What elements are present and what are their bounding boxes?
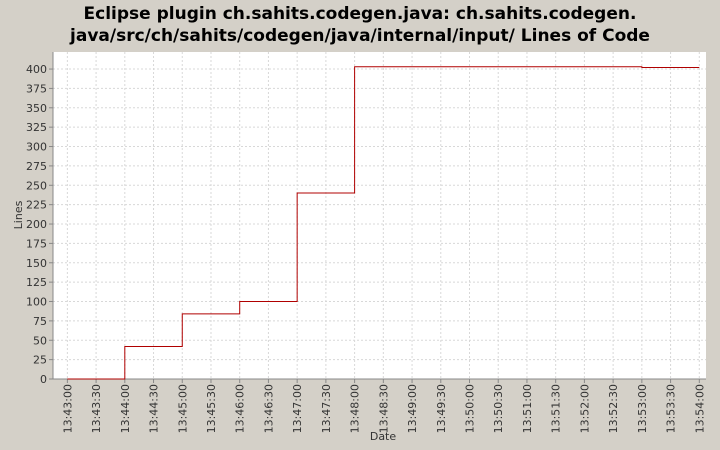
- x-tick-label: 13:46:00: [234, 384, 247, 433]
- y-tick-label: 100: [26, 296, 47, 309]
- y-tick-label: 250: [26, 179, 47, 192]
- x-tick-label: 13:51:00: [521, 384, 534, 433]
- y-tick-label: 50: [33, 334, 47, 347]
- x-tick-label: 13:50:30: [492, 384, 505, 433]
- y-tick-label: 275: [26, 160, 47, 173]
- x-tick-label: 13:44:30: [148, 384, 161, 433]
- x-tick-label: 13:48:00: [349, 384, 362, 433]
- y-tick-label: 400: [26, 63, 47, 76]
- x-tick-label: 13:43:00: [61, 384, 74, 433]
- y-tick-label: 25: [33, 354, 47, 367]
- y-tick-label: 325: [26, 121, 47, 134]
- x-tick-label: 13:53:30: [665, 384, 678, 433]
- x-tick-label: 13:47:30: [320, 384, 333, 433]
- chart-title: Eclipse plugin ch.sahits.codegen.java: c…: [84, 4, 637, 24]
- x-tick-label: 13:47:00: [291, 384, 304, 433]
- x-axis-label: Date: [370, 430, 397, 443]
- x-tick-label: 13:50:00: [464, 384, 477, 433]
- x-tick-label: 13:49:30: [435, 384, 448, 433]
- y-tick-label: 0: [40, 373, 47, 386]
- y-axis-label: Lines: [12, 200, 25, 229]
- step-line: [67, 66, 700, 380]
- x-tick-label: 13:45:00: [176, 384, 189, 433]
- x-tick-label: 13:45:30: [205, 384, 218, 433]
- chart-title: java/src/ch/sahits/codegen/java/internal…: [69, 26, 650, 46]
- x-tick-label: 13:52:00: [578, 384, 591, 433]
- y-tick-label: 350: [26, 102, 47, 115]
- y-tick-label: 150: [26, 257, 47, 270]
- y-tick-label: 200: [26, 218, 47, 231]
- x-tick-label: 13:53:00: [636, 384, 649, 433]
- x-tick-label: 13:46:30: [262, 384, 275, 433]
- x-tick-label: 13:48:30: [377, 384, 390, 433]
- x-tick-label: 13:51:30: [550, 384, 563, 433]
- x-tick-label: 13:54:00: [693, 384, 706, 433]
- x-tick-label: 13:49:00: [406, 384, 419, 433]
- y-tick-label: 75: [33, 315, 47, 328]
- x-tick-label: 13:44:00: [119, 384, 132, 433]
- y-tick-label: 125: [26, 276, 47, 289]
- y-tick-label: 225: [26, 199, 47, 212]
- x-tick-label: 13:52:30: [607, 384, 620, 433]
- y-tick-label: 300: [26, 141, 47, 154]
- x-tick-label: 13:43:30: [90, 384, 103, 433]
- plot-area: [53, 52, 706, 379]
- y-tick-label: 175: [26, 237, 47, 250]
- y-tick-label: 375: [26, 82, 47, 95]
